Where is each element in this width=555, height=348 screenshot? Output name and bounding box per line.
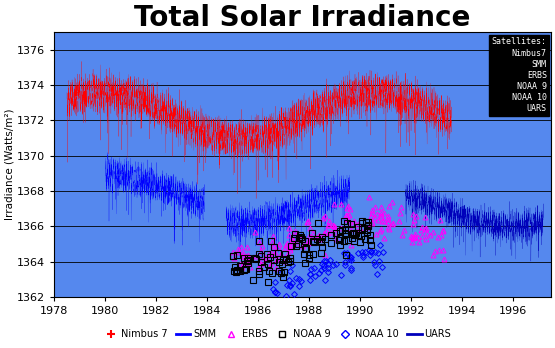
Text: Satellites:
Nimbus7
SMM
ERBS
NOAA 9
NOAA 10
UARS: Satellites: Nimbus7 SMM ERBS NOAA 9 NOAA… xyxy=(492,38,547,113)
Legend: Nimbus 7, SMM, ERBS, NOAA 9, NOAA 10, UARS: Nimbus 7, SMM, ERBS, NOAA 9, NOAA 10, UA… xyxy=(100,325,455,343)
Y-axis label: Irradiance (Watts/m²): Irradiance (Watts/m²) xyxy=(4,109,14,220)
Title: Total Solar Irradiance: Total Solar Irradiance xyxy=(134,4,471,32)
